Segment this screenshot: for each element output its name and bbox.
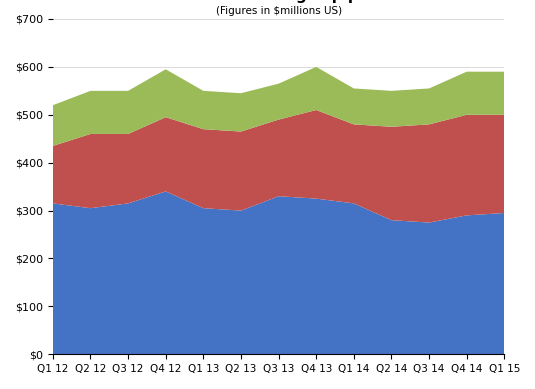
- Title: Autodesk quarterly revenue
from suites and flagship products: Autodesk quarterly revenue from suites a…: [134, 0, 423, 3]
- Text: (Figures in $millions US): (Figures in $millions US): [216, 6, 342, 16]
